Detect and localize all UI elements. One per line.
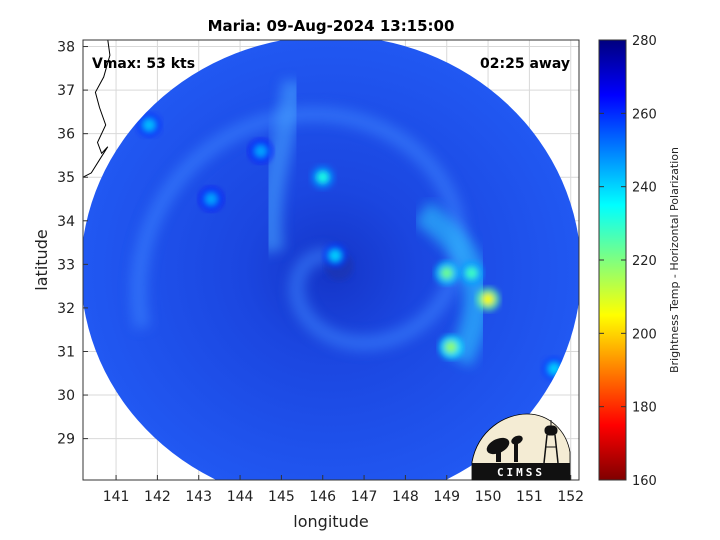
y-tick-label: 30 [57,388,75,404]
vmax-label: Vmax: 53 kts [92,56,195,72]
y-tick-label: 35 [57,170,75,186]
convective-cell [438,335,463,360]
colorbar-tick-label: 280 [632,34,657,49]
colorbar-tick-label: 160 [632,474,657,489]
colorbar-tick-label: 200 [632,327,657,342]
coastline [83,40,111,178]
brightness-temp-swath [83,40,579,480]
x-tick-label: 149 [433,489,460,505]
colorbar-label: Brightness Temp - Horizontal Polarizatio… [668,147,681,373]
colorbar: 160 180 200 220 240 260 280 Brightness Temp - … [598,34,681,489]
x-tick-label: 144 [227,489,254,505]
convective-cell [310,165,335,190]
colorbar-tick-label: 240 [632,181,657,196]
northern-band [259,79,305,254]
logo-text: CIMSS [497,466,545,479]
x-tick-label: 152 [557,489,584,505]
colorbar-tick-label: 180 [632,401,657,416]
chart-title: Maria: 09-Aug-2024 13:15:00 [208,17,455,35]
cimss-logo: CIMSS [471,413,571,481]
logo-bar [472,463,570,480]
y-tick-label: 32 [57,301,75,317]
x-axis-ticks: 141 142 143 144 145 146 147 148 149 150 151 152 [103,475,584,505]
x-tick-label: 143 [185,489,212,505]
satellite-dish-icon [486,435,523,462]
y-tick-label: 37 [57,83,75,99]
plot-frame [82,39,580,481]
x-tick-label: 151 [516,489,543,505]
y-tick-label: 31 [57,344,75,360]
x-tick-label: 146 [309,489,336,505]
x-axis-label: longitude [293,512,368,531]
spiral-band [130,106,468,352]
y-axis-ticks: 29 30 31 32 33 34 35 36 37 38 [57,40,88,448]
x-tick-label: 147 [351,489,378,505]
colorbar-tick-label: 260 [632,107,657,122]
convective-cell [434,261,459,286]
colorbar-tick-label: 220 [632,254,657,269]
cloud-bands [130,79,567,381]
y-tick-label: 33 [57,257,75,273]
y-tick-label: 34 [57,214,75,230]
colorbar-ticks: 160 180 200 220 240 260 280 [599,34,657,489]
y-axis-label: latitude [32,229,51,290]
convective-cell [323,243,348,268]
time-away-label: 02:25 away [480,56,570,72]
plot-area: 141 142 143 144 145 146 147 148 149 150 151 152 29 3… [57,39,584,505]
x-tick-label: 141 [103,489,130,505]
convective-cell [137,112,162,137]
convective-cell [476,287,501,312]
water-tower-icon [543,420,559,464]
x-tick-label: 142 [144,489,171,505]
x-tick-label: 145 [268,489,295,505]
convective-cell [248,139,273,164]
y-tick-label: 29 [57,432,75,448]
x-tick-label: 150 [475,489,502,505]
convective-cell [199,187,224,212]
y-tick-label: 36 [57,127,75,143]
x-tick-label: 148 [392,489,419,505]
y-tick-label: 38 [57,40,75,56]
convective-cell [459,261,484,286]
